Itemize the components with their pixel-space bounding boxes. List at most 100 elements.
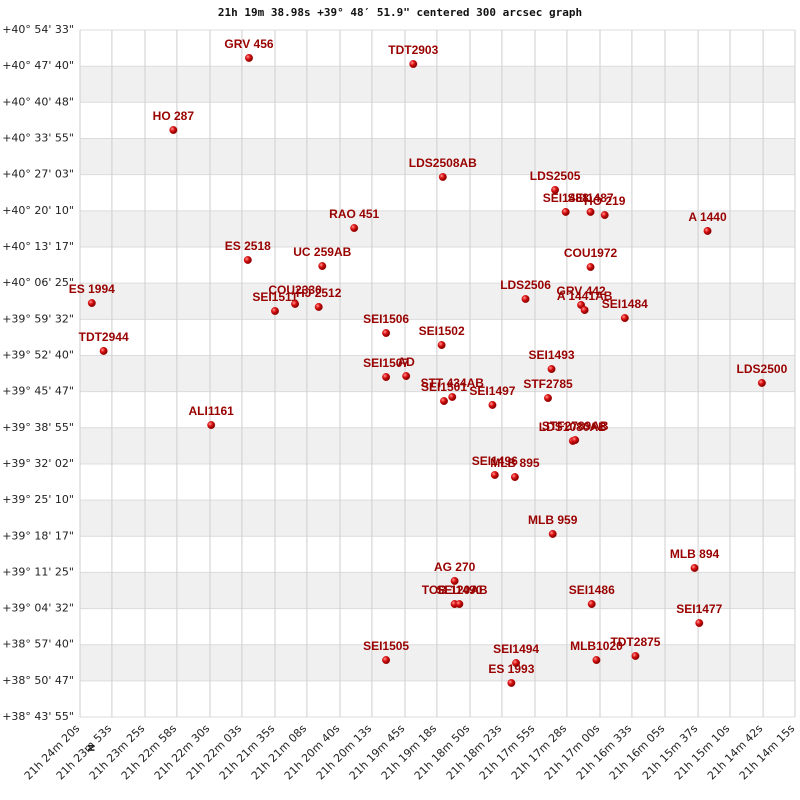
- star-point: [382, 329, 391, 337]
- star-point: [571, 436, 580, 444]
- star-label: ES 2518: [225, 239, 271, 253]
- y-tick-label: +40° 20' 10": [2, 204, 74, 217]
- star-point: [586, 208, 595, 216]
- star-point: [512, 659, 521, 667]
- star-point: [561, 208, 570, 216]
- y-tick-label: +39° 32' 02": [2, 457, 74, 470]
- star-label: AG 270: [434, 560, 476, 574]
- star-label: SEI1484: [602, 297, 648, 311]
- star-point: [703, 227, 712, 235]
- star-label: HJ 2512: [296, 286, 342, 300]
- star-point: [438, 173, 447, 181]
- star-point: [507, 679, 516, 687]
- y-tick-label: +39° 11' 25": [2, 565, 74, 578]
- star-point: [580, 306, 589, 314]
- band: [80, 138, 795, 175]
- star-point: [547, 365, 556, 373]
- star-point: [488, 401, 497, 409]
- star-point: [243, 256, 252, 264]
- star-label: SEI1487: [568, 191, 614, 205]
- star-label: SEI1488: [543, 191, 589, 205]
- star-label: SEI1493: [529, 348, 575, 362]
- band: [80, 283, 795, 320]
- star-label: LDS2506: [500, 278, 551, 292]
- star-label: MLB 895: [490, 456, 540, 470]
- star-point: [382, 656, 391, 664]
- star-point: [490, 471, 499, 479]
- star-label: SEI1477: [676, 602, 722, 616]
- star-label: ES 1994: [69, 282, 115, 296]
- star-label: STT 434AB: [421, 376, 485, 390]
- star-label: SEI1506: [363, 312, 409, 326]
- y-tick-label: +40° 33' 55": [2, 132, 74, 145]
- star-point: [757, 379, 766, 387]
- star-point: [87, 299, 96, 307]
- star-point: [291, 300, 300, 308]
- star-label: MLB 894: [670, 547, 720, 561]
- star-point: [551, 186, 560, 194]
- star-point: [271, 307, 279, 315]
- y-tick-label: +40° 54' 33": [2, 23, 74, 36]
- star-point: [631, 652, 640, 660]
- star-label: A 1441AB: [557, 289, 613, 303]
- y-tick-label: +40° 06' 25": [2, 276, 74, 289]
- star-point: [455, 600, 464, 608]
- star-point: [448, 393, 457, 401]
- star-point: [350, 224, 359, 232]
- y-tick-label: +39° 38' 55": [2, 421, 74, 434]
- star-point: [207, 421, 216, 429]
- star-label: MLB1020: [570, 639, 623, 653]
- y-tick-label: +40° 47' 40": [2, 59, 74, 72]
- star-label: SEI1497: [469, 384, 515, 398]
- y-tick-label: +39° 25' 10": [2, 493, 74, 506]
- star-label: SEI1496: [472, 454, 518, 468]
- y-tick-label: +38° 50' 47": [2, 674, 74, 687]
- star-point: [586, 263, 595, 271]
- star-label: LDS2505: [530, 169, 581, 183]
- star-point: [587, 600, 596, 608]
- star-label: ES 1993: [488, 662, 534, 676]
- star-label: SEI1505: [363, 639, 409, 653]
- star-point: [245, 54, 253, 62]
- star-label: STF2789AB: [542, 419, 609, 433]
- star-label: HO 219: [584, 194, 626, 208]
- star-point: [318, 262, 327, 270]
- y-tick-label: +39° 52' 40": [2, 348, 74, 361]
- y-tick-label: +39° 18' 17": [2, 529, 74, 542]
- star-point: [521, 295, 530, 303]
- y-tick-label: +39° 59' 32": [2, 312, 74, 325]
- star-label: LDS2508AB: [409, 156, 477, 170]
- band: [80, 572, 795, 609]
- star-label: SEI1494: [493, 642, 539, 656]
- star-point: [382, 373, 391, 381]
- star-point: [510, 473, 519, 481]
- y-tick-label: +40° 13' 17": [2, 240, 74, 253]
- star-label: GRV 456: [224, 37, 273, 51]
- star-label: COU1972: [564, 246, 618, 260]
- band: [80, 355, 795, 392]
- y-tick-label: +40° 40' 48": [2, 95, 74, 108]
- star-label: SEI1501: [421, 380, 467, 394]
- star-label: AD: [398, 355, 416, 369]
- star-label: LDS2500: [737, 362, 788, 376]
- star-point: [314, 303, 323, 311]
- star-point: [600, 211, 609, 219]
- star-label: GRV 442: [557, 284, 606, 298]
- band: [80, 644, 795, 681]
- star-label: ALI1161: [188, 404, 234, 418]
- star-label: COU2330: [268, 283, 322, 297]
- star-point: [548, 530, 557, 538]
- star-point: [402, 372, 411, 380]
- y-tick-label: +38° 57' 40": [2, 638, 74, 651]
- star-point: [437, 341, 446, 349]
- star-point: [169, 126, 178, 134]
- star-label: TDT2944: [79, 330, 129, 344]
- star-label: UC 259AB: [293, 245, 351, 259]
- y-tick-label: +39° 04' 32": [2, 602, 74, 615]
- star-point: [544, 394, 552, 402]
- x-tick-label: 21h 24m 20s: [22, 722, 83, 783]
- y-tick-label: +39° 45' 47": [2, 385, 74, 398]
- star-label: TDT2903: [388, 43, 438, 57]
- north-label: N: [88, 744, 98, 752]
